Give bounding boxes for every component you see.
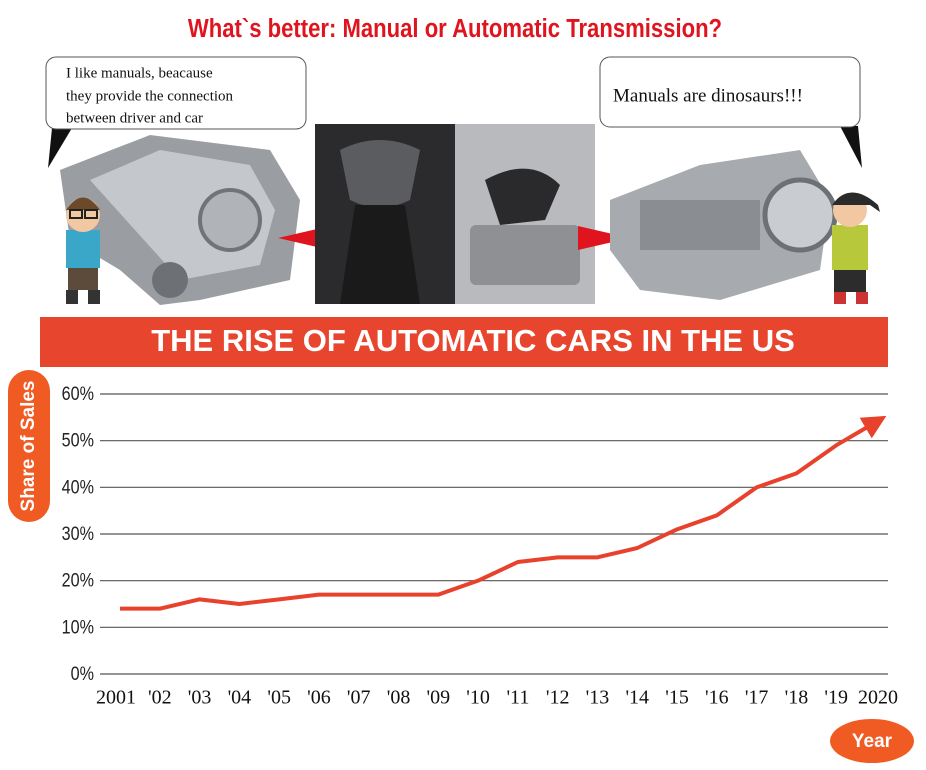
x-tick-label: '06 bbox=[307, 687, 331, 709]
page-title: What`s better: Manual or Automatic Trans… bbox=[188, 14, 722, 43]
x-tick-label: '17 bbox=[745, 687, 769, 709]
x-label-badge bbox=[830, 719, 914, 763]
plot-area: 0% 10% 20% 30% 40% 50% 60% 2001 '02 '03 '04 '05 '06 '… bbox=[62, 383, 898, 709]
x-tick-label: '16 bbox=[705, 687, 729, 709]
y-tick-label: 20% bbox=[62, 569, 95, 591]
y-tick-label: 10% bbox=[62, 616, 95, 638]
x-tick-label: '03 bbox=[188, 687, 212, 709]
x-tick-label: '13 bbox=[586, 687, 610, 709]
x-tick-label: '09 bbox=[427, 687, 451, 709]
bubble-text: I like manuals, beacause bbox=[66, 65, 213, 81]
shifter-boot bbox=[340, 205, 420, 304]
x-tick-label: '15 bbox=[665, 687, 689, 709]
y-tick-label: 50% bbox=[62, 429, 95, 451]
y-tick-label: 40% bbox=[62, 476, 95, 498]
speech-bubble-left bbox=[45, 56, 307, 130]
chart-title: THE RISE OF AUTOMATIC CARS IN THE US bbox=[151, 323, 795, 358]
bubble-text: between driver and car bbox=[66, 110, 203, 126]
x-tick-label: '05 bbox=[267, 687, 291, 709]
x-axis-label: Year bbox=[852, 731, 893, 752]
x-tick-label: '19 bbox=[824, 687, 848, 709]
x-tick-label: '02 bbox=[148, 687, 172, 709]
shifter-handle bbox=[485, 168, 560, 225]
automatic-gearbox-image bbox=[610, 150, 838, 300]
x-tick-label: '12 bbox=[546, 687, 570, 709]
x-tick-label: '04 bbox=[228, 687, 252, 709]
kid-right bbox=[832, 192, 880, 304]
bubble-text: Manuals are dinosaurs!!! bbox=[613, 85, 803, 106]
bubble-tail-left bbox=[48, 128, 72, 168]
x-tick-label: 2001 bbox=[96, 687, 136, 709]
x-tick-label: '07 bbox=[347, 687, 371, 709]
x-tick-label: '10 bbox=[466, 687, 490, 709]
bubble-text: they provide the connection bbox=[66, 88, 234, 104]
y-tick-label: 0% bbox=[71, 663, 95, 685]
y-tick-label: 60% bbox=[62, 383, 95, 405]
x-tick-label: '08 bbox=[387, 687, 411, 709]
x-tick-label: '18 bbox=[785, 687, 809, 709]
y-tick-label: 30% bbox=[62, 523, 95, 545]
x-tick-label: 2020 bbox=[858, 687, 898, 709]
y-axis-label: Share of Sales bbox=[18, 381, 39, 512]
x-tick-label: '14 bbox=[625, 687, 649, 709]
x-tick-label: '11 bbox=[506, 687, 529, 709]
data-line bbox=[120, 415, 887, 611]
arrow-right bbox=[578, 226, 630, 250]
speech-bubble-right bbox=[599, 56, 861, 128]
shifter-gate bbox=[470, 225, 580, 285]
bubble-tail-right bbox=[840, 126, 862, 168]
y-label-badge bbox=[8, 370, 50, 522]
shifter-knob bbox=[340, 140, 420, 208]
chart-banner bbox=[40, 317, 888, 367]
manual-gearbox-image bbox=[60, 135, 300, 305]
kid-left bbox=[66, 197, 100, 304]
